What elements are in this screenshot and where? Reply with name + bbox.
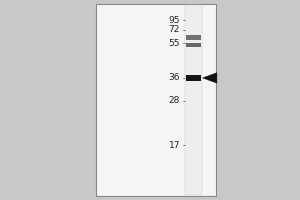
Bar bbox=[186, 75, 201, 81]
Text: 17: 17 bbox=[169, 141, 180, 150]
Polygon shape bbox=[202, 73, 217, 83]
Bar bbox=[186, 35, 201, 40]
Text: 55: 55 bbox=[169, 39, 180, 48]
Text: 95: 95 bbox=[169, 16, 180, 25]
Text: 36: 36 bbox=[169, 73, 180, 82]
Bar bbox=[186, 43, 201, 47]
Bar bbox=[185, 5, 202, 195]
Text: 28: 28 bbox=[169, 96, 180, 105]
Text: 72: 72 bbox=[169, 25, 180, 34]
Bar bbox=[96, 4, 216, 196]
